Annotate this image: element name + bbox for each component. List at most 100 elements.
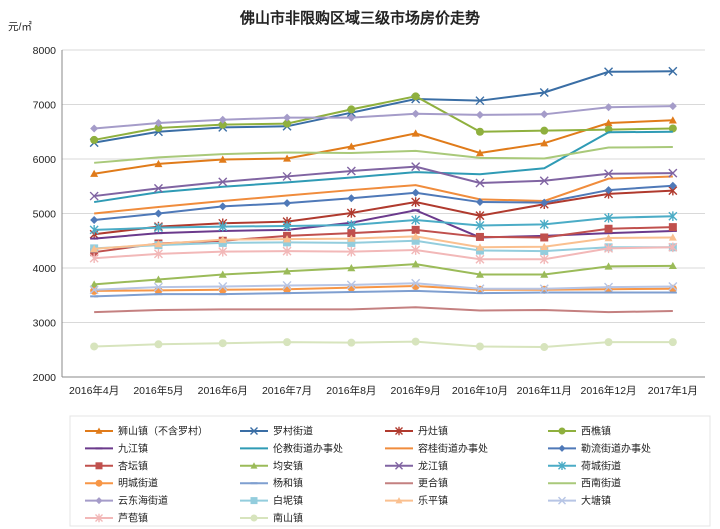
data-point: [412, 92, 420, 100]
data-point: [476, 342, 484, 350]
series-16: [94, 147, 673, 163]
legend-item: 九江镇: [85, 442, 148, 455]
legend-item: 云东海街道: [85, 494, 168, 507]
y-tick-label: 5000: [33, 209, 57, 221]
data-point: [96, 462, 103, 469]
chart-title: 佛山市非限购区域三级市场房价走势: [239, 9, 480, 27]
data-point: [90, 124, 98, 132]
x-tick-label: 2016年9月: [391, 384, 441, 397]
legend-label: 明城街道: [118, 477, 158, 490]
legend-label: 西樵镇: [581, 425, 611, 438]
data-point: [219, 202, 227, 210]
legend-item: 均安镇: [240, 459, 303, 472]
y-axis-unit-label: 元/㎡: [8, 21, 32, 33]
data-point: [154, 210, 162, 218]
series-22: [90, 338, 677, 351]
legend-item: 乐平镇: [385, 494, 448, 507]
y-tick-label: 4000: [33, 263, 57, 275]
data-point: [540, 233, 548, 241]
data-point: [90, 136, 98, 144]
legend-label: 容桂街道办事处: [418, 442, 488, 455]
legend-label: 丹灶镇: [418, 425, 448, 438]
series-line: [94, 291, 673, 296]
series-line: [94, 120, 673, 173]
series-5: [90, 210, 677, 238]
x-tick-label: 2016年11月: [517, 384, 572, 397]
legend-item: 西樵镇: [548, 425, 611, 438]
legend-label: 罗村街道: [273, 425, 313, 438]
data-point: [412, 338, 420, 346]
data-point: [540, 110, 548, 118]
data-point: [559, 428, 566, 435]
data-point: [347, 339, 355, 347]
series-2: [90, 67, 677, 146]
legend-label: 白坭镇: [273, 494, 303, 507]
series-lines: [90, 67, 677, 351]
legend-item: 更合镇: [385, 477, 448, 490]
x-tick-label: 2016年4月: [69, 384, 119, 397]
legend-label: 乐平镇: [418, 494, 448, 507]
legend-label: 勒流街道办事处: [581, 442, 651, 455]
data-point: [90, 342, 98, 350]
data-point: [476, 111, 484, 119]
x-tick-label: 2016年10月: [452, 384, 508, 397]
x-tick-label: 2016年12月: [581, 384, 637, 397]
legend-label: 杨和镇: [273, 477, 303, 490]
series-line: [94, 307, 673, 312]
x-tick-label: 2016年6月: [198, 384, 248, 397]
series-line: [94, 167, 673, 196]
legend-item: 勒流街道办事处: [548, 442, 651, 455]
y-tick-label: 6000: [33, 154, 57, 166]
data-point: [605, 338, 613, 346]
legend-item: 大塘镇: [548, 494, 611, 507]
data-point: [90, 216, 98, 224]
legend-label: 西南街道: [581, 477, 621, 490]
data-point: [251, 515, 258, 522]
legend-label: 南山镇: [273, 512, 303, 525]
series-line: [94, 147, 673, 163]
series-15: [94, 307, 673, 312]
data-point: [476, 233, 484, 241]
data-point: [219, 339, 227, 347]
legend-label: 芦苞镇: [118, 512, 148, 525]
legend-label: 更合镇: [418, 477, 448, 490]
legend-label: 龙江镇: [418, 459, 448, 472]
x-tick-label: 2016年5月: [133, 384, 183, 397]
legend-label: 伦教街道办事处: [273, 442, 343, 455]
legend-label: 云东海街道: [118, 494, 168, 507]
legend-item: 罗村街道: [240, 425, 313, 438]
data-point: [283, 338, 291, 346]
legend-label: 均安镇: [273, 459, 303, 472]
series-line: [94, 132, 673, 202]
data-point: [154, 340, 162, 348]
y-tick-labels: 2000300040005000600070008000: [33, 45, 57, 384]
legend-label: 狮山镇（不含罗村）: [118, 425, 208, 438]
legend-item: 丹灶镇: [385, 425, 448, 438]
data-point: [669, 223, 677, 231]
series-14: [90, 291, 677, 296]
legend-item: 杏坛镇: [85, 459, 148, 472]
data-point: [412, 110, 420, 118]
legend-item: 伦教街道办事处: [240, 442, 343, 455]
data-point: [559, 445, 566, 452]
x-tick-label: 2016年8月: [326, 384, 376, 397]
legend-item: 南山镇: [240, 512, 303, 525]
legend-item: 明城街道: [85, 477, 158, 490]
x-tick-label: 2017年1月: [648, 384, 698, 397]
data-point: [540, 127, 548, 135]
x-tick-label: 2016年7月: [262, 384, 312, 397]
legend-item: 杨和镇: [240, 477, 303, 490]
legend-item: 白坭镇: [240, 494, 303, 507]
legend: 狮山镇（不含罗村） 罗村街道 丹灶镇 西樵镇九江镇 伦教街道办事处 容桂街道办事处 勒流街道…: [70, 416, 710, 526]
legend-item: 龙江镇: [385, 459, 448, 472]
series-21: [90, 242, 677, 264]
data-point: [283, 114, 291, 122]
legend-item: 狮山镇（不含罗村）: [85, 425, 208, 438]
data-point: [347, 105, 355, 113]
y-tick-label: 3000: [33, 318, 57, 330]
series-4: [90, 92, 677, 144]
legend-item: 西南街道: [548, 477, 621, 490]
data-point: [283, 199, 291, 207]
legend-item: 容桂街道办事处: [385, 442, 488, 455]
series-line: [94, 264, 673, 284]
